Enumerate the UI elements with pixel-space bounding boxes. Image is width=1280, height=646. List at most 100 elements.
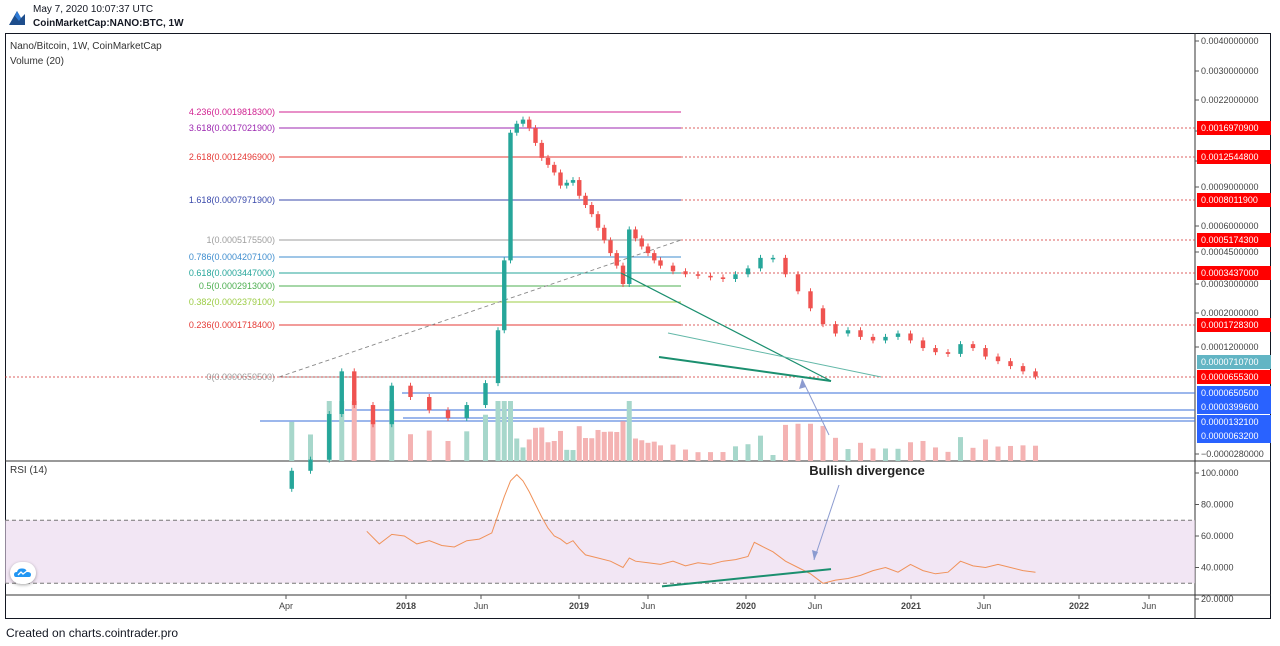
price-candle [833, 324, 838, 334]
price-candle [495, 330, 501, 384]
volume-bar [833, 437, 838, 461]
time-axis-label: Jun [977, 601, 992, 611]
time-axis-label: Apr [279, 601, 293, 611]
price-axis-label: 0.0006000000 [1201, 221, 1259, 231]
rsi-divergence-trendline [661, 568, 832, 588]
volume-legend: Volume (20) [10, 56, 64, 67]
rsi-axis-label: 100.0000 [1201, 468, 1239, 478]
volume-bar [808, 423, 813, 461]
tradingview-badge[interactable] [10, 562, 36, 584]
price-axis-label: −0.0000280000 [1201, 449, 1264, 459]
price-candle [508, 132, 513, 261]
volume-bar [558, 430, 563, 461]
time-axis-label: 2019 [569, 601, 589, 611]
price-candle [589, 205, 594, 215]
price-candle [1020, 366, 1026, 372]
volume-bar [795, 423, 801, 461]
price-candle [920, 340, 926, 349]
price-candle [464, 405, 469, 418]
price-candle [308, 459, 313, 471]
volume-bar [933, 447, 938, 461]
price-candle [408, 385, 413, 398]
volume-bar [770, 455, 776, 461]
price-candle [552, 164, 557, 173]
price-candle [645, 246, 651, 254]
price-label-text: 0.0000655300 [1201, 372, 1259, 382]
volume-bar [908, 442, 913, 461]
price-candle [883, 336, 888, 341]
volume-bar [645, 442, 651, 461]
price-axis-label: 0.0040000000 [1201, 36, 1259, 46]
volume-bar [845, 449, 851, 461]
price-candle [695, 274, 701, 276]
volume-bar [501, 401, 507, 461]
footer-credit: Created on charts.cointrader.pro [6, 626, 179, 640]
price-candle [289, 470, 294, 489]
price-label-text: 0.0003437000 [1201, 268, 1259, 278]
volume-bar [695, 452, 701, 461]
main-legend-title: Nano/Bitcoin, 1W, CoinMarketCap [10, 41, 162, 52]
chart-canvas[interactable]: 0.0040000000 0.0030000000 0.0022000000 0.00… [5, 33, 1271, 619]
price-label-tag [1197, 150, 1271, 164]
volume-bar [614, 431, 620, 461]
price-label-tag [1197, 193, 1271, 207]
price-label-tag [1197, 318, 1271, 332]
price-candle [733, 274, 738, 279]
price-candle [933, 348, 938, 353]
price-label-text: 0.0008011900 [1201, 195, 1258, 205]
volume-bar [1033, 445, 1038, 461]
time-axis-label: Jun [1142, 601, 1157, 611]
volume-bar [601, 431, 607, 461]
time-axis-label: 2020 [736, 601, 756, 611]
volume-bar [564, 449, 570, 461]
time-axis-label: Jun [641, 601, 656, 611]
volume-bar [533, 427, 538, 461]
volume-bar [983, 439, 988, 461]
volume-bar [426, 430, 432, 461]
price-candle [620, 265, 626, 285]
volume-bar [445, 440, 451, 461]
annotation-arrowhead-rsi [812, 550, 818, 560]
volume-bar [683, 449, 688, 461]
price-candle [808, 291, 813, 309]
fib-level-label: 0.5(0.0002913000) [199, 281, 275, 291]
time-axis-label: 2021 [901, 601, 921, 611]
price-candle [783, 257, 788, 275]
price-candle [502, 260, 507, 331]
fib-level-label: 0.618(0.0003447000) [189, 268, 275, 278]
volume-bar [595, 429, 601, 461]
price-candle [983, 348, 988, 357]
rsi-axis-label: 60.0000 [1201, 531, 1234, 541]
fib-level-label: 0.236(0.0001718400) [189, 320, 275, 330]
price-candle [527, 119, 532, 129]
symbol-line: CoinMarketCap:NANO:BTC, 1W [33, 18, 184, 29]
volume-bar [551, 440, 557, 461]
price-label-text: 0.0005174300 [1201, 235, 1259, 245]
volume-bar [651, 441, 657, 461]
price-candle [533, 128, 538, 143]
price-candle [945, 352, 951, 354]
volume-bar [995, 446, 1001, 461]
price-candle [770, 257, 776, 260]
rsi-legend: RSI (14) [10, 465, 48, 476]
volume-bar [639, 440, 645, 461]
price-candle [445, 410, 451, 418]
price-axis-label: 0.0002000000 [1201, 308, 1259, 318]
volume-bar [483, 414, 488, 461]
volume-bar [570, 450, 576, 461]
price-label-tag [1197, 121, 1271, 135]
volume-bar [370, 419, 376, 461]
volume-bar [1008, 445, 1013, 461]
price-candle [327, 414, 332, 460]
volume-bar [339, 401, 345, 461]
annotation-arrow-price [801, 378, 830, 436]
price-label-tag [1197, 266, 1271, 280]
volume-bar [608, 431, 613, 461]
price-candle [608, 240, 613, 254]
price-axis-label: 0.0004500000 [1201, 247, 1259, 257]
price-candle [758, 257, 763, 269]
price-candle [683, 271, 688, 275]
price-candle [858, 330, 863, 337]
time-axis-label: 2022 [1069, 601, 1089, 611]
price-candle [820, 308, 826, 325]
